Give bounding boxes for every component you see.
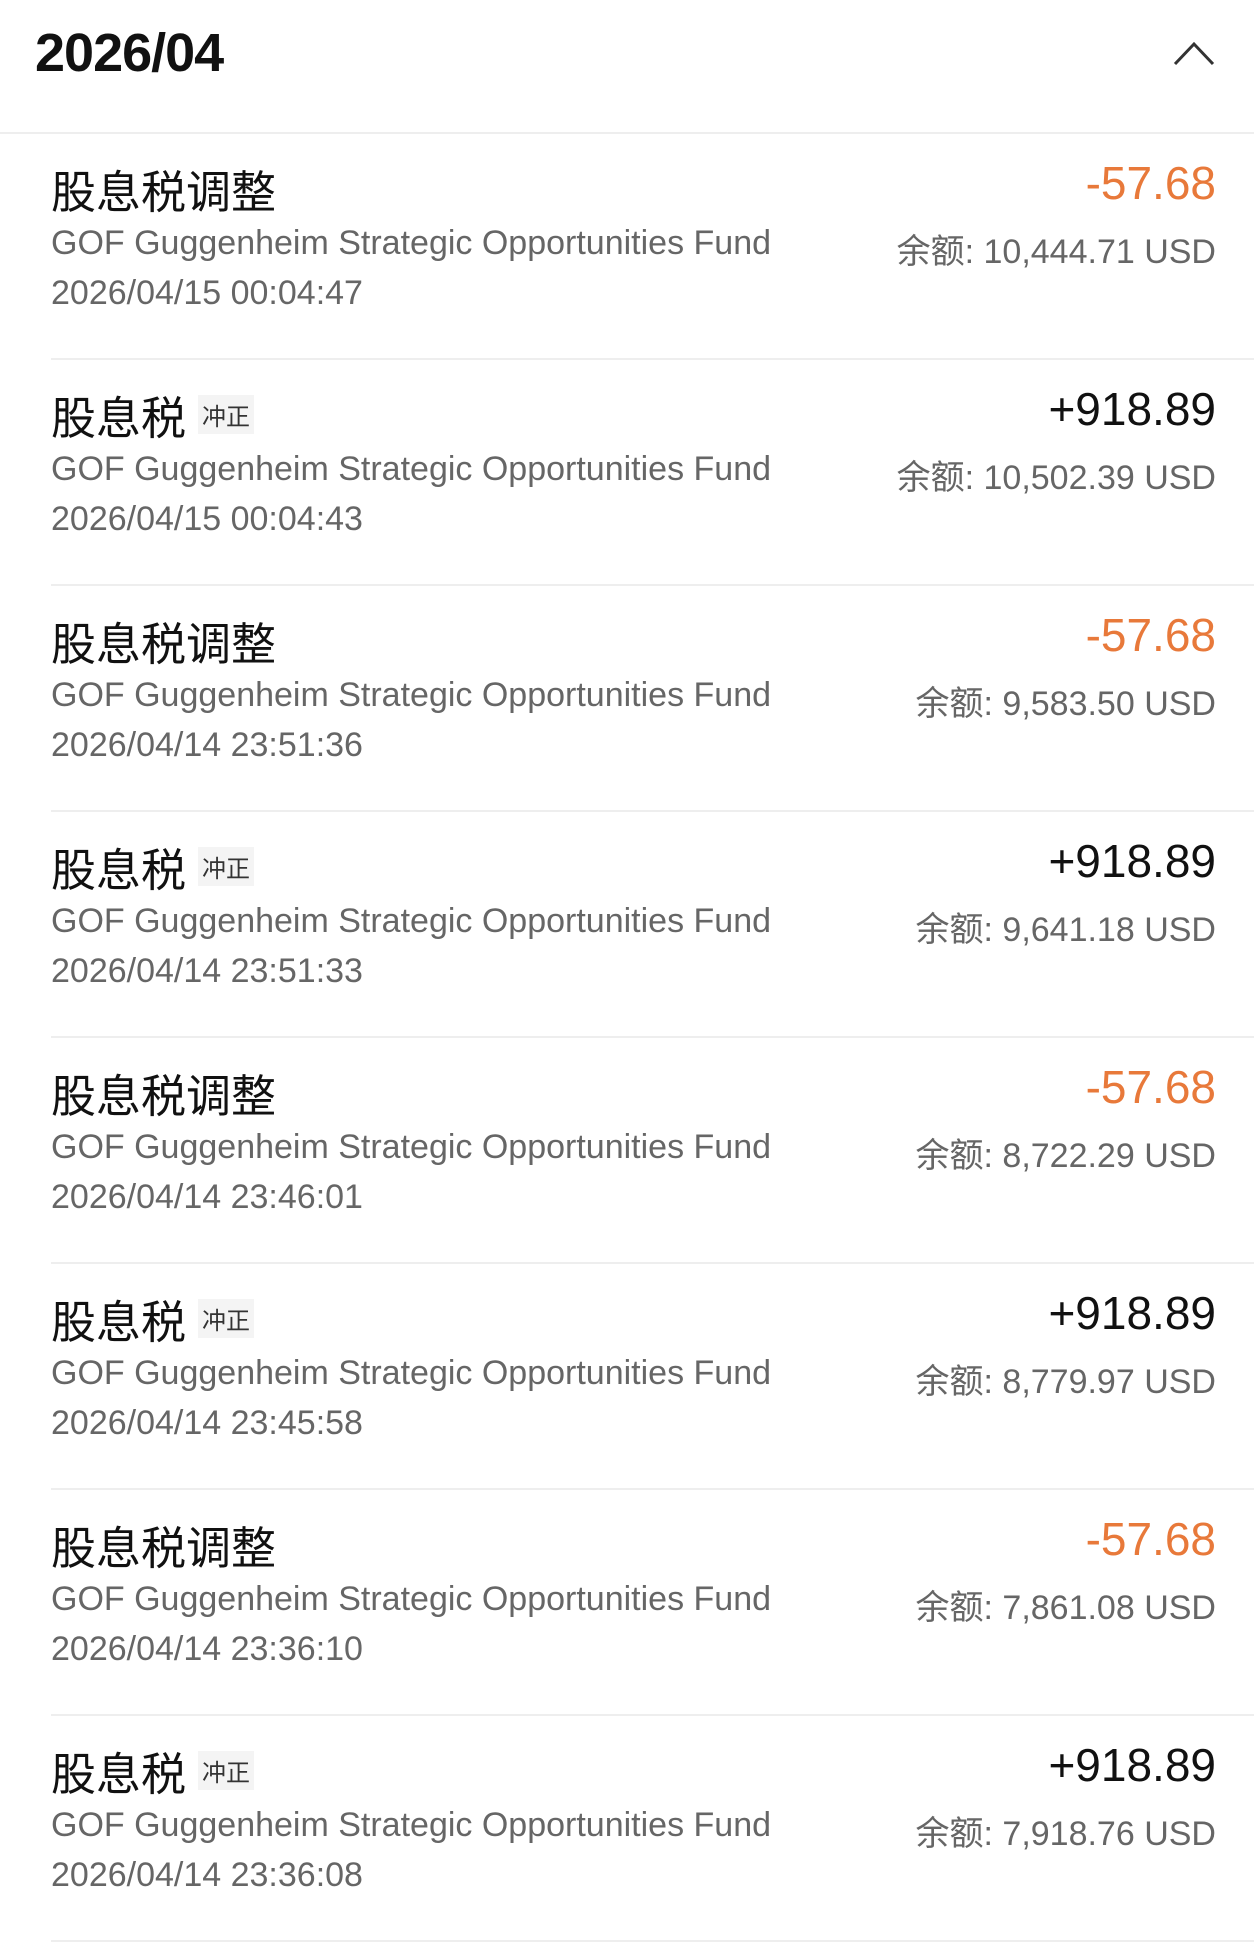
fund-name: GOF Guggenheim Strategic Opportunities F… xyxy=(51,450,772,488)
balance: 余额: 8,779.97 USD xyxy=(915,1363,1216,1401)
transaction-title: 股息税调整 xyxy=(51,1060,276,1125)
transaction-amount: -57.68 xyxy=(1085,1513,1216,1565)
transaction-row[interactable]: 股息税 冲正 GOF Guggenheim Strategic Opportuni… xyxy=(51,1716,1254,1942)
transaction-time: 2026/04/14 23:36:10 xyxy=(51,1630,363,1668)
month-title: 2026/04 xyxy=(35,23,224,83)
transaction-row[interactable]: 股息税调整 GOF Guggenheim Strategic Opportuni… xyxy=(51,134,1254,360)
transaction-row[interactable]: 股息税调整 GOF Guggenheim Strategic Opportuni… xyxy=(51,1038,1254,1264)
transaction-amount: +918.89 xyxy=(1048,1287,1216,1339)
transaction-row[interactable]: 股息税 冲正 GOF Guggenheim Strategic Opportuni… xyxy=(51,1264,1254,1490)
transaction-title: 股息税 冲正 xyxy=(51,382,255,447)
reversal-tag: 冲正 xyxy=(198,847,255,886)
fund-name: GOF Guggenheim Strategic Opportunities F… xyxy=(51,676,772,714)
transaction-amount: +918.89 xyxy=(1048,835,1216,887)
transaction-list: 股息税调整 GOF Guggenheim Strategic Opportuni… xyxy=(0,134,1254,1942)
month-header[interactable]: 2026/04 xyxy=(0,0,1254,134)
transaction-amount: -57.68 xyxy=(1085,609,1216,661)
transaction-time: 2026/04/14 23:46:01 xyxy=(51,1178,363,1216)
transaction-type: 股息税调整 xyxy=(51,619,277,670)
transaction-time: 2026/04/14 23:45:58 xyxy=(51,1404,363,1442)
transaction-title: 股息税 冲正 xyxy=(51,1286,255,1351)
fund-name: GOF Guggenheim Strategic Opportunities F… xyxy=(51,902,772,940)
transaction-time: 2026/04/15 00:04:43 xyxy=(51,500,363,538)
transaction-title: 股息税调整 xyxy=(51,1512,276,1577)
chevron-up-icon[interactable] xyxy=(1172,38,1216,68)
fund-name: GOF Guggenheim Strategic Opportunities F… xyxy=(51,1354,772,1392)
transaction-time: 2026/04/14 23:51:33 xyxy=(51,952,363,990)
fund-name: GOF Guggenheim Strategic Opportunities F… xyxy=(51,1580,772,1618)
transaction-title: 股息税 冲正 xyxy=(51,1738,255,1803)
reversal-tag: 冲正 xyxy=(198,395,255,434)
transaction-amount: +918.89 xyxy=(1048,383,1216,435)
transaction-type: 股息税 xyxy=(51,1297,187,1348)
fund-name: GOF Guggenheim Strategic Opportunities F… xyxy=(51,224,772,262)
transaction-row[interactable]: 股息税 冲正 GOF Guggenheim Strategic Opportuni… xyxy=(51,812,1254,1038)
transaction-time: 2026/04/15 00:04:47 xyxy=(51,274,363,312)
transaction-type: 股息税 xyxy=(51,393,187,444)
balance: 余额: 10,444.71 USD xyxy=(896,233,1216,271)
balance: 余额: 9,583.50 USD xyxy=(915,685,1216,723)
transaction-amount: -57.68 xyxy=(1085,157,1216,209)
reversal-tag: 冲正 xyxy=(198,1299,255,1338)
transaction-time: 2026/04/14 23:51:36 xyxy=(51,726,363,764)
balance: 余额: 8,722.29 USD xyxy=(915,1137,1216,1175)
reversal-tag: 冲正 xyxy=(198,1751,255,1790)
transaction-title: 股息税调整 xyxy=(51,608,276,673)
fund-name: GOF Guggenheim Strategic Opportunities F… xyxy=(51,1128,772,1166)
transaction-type: 股息税 xyxy=(51,845,187,896)
transaction-row[interactable]: 股息税调整 GOF Guggenheim Strategic Opportuni… xyxy=(51,586,1254,812)
transaction-row[interactable]: 股息税 冲正 GOF Guggenheim Strategic Opportuni… xyxy=(51,360,1254,586)
balance: 余额: 7,918.76 USD xyxy=(915,1815,1216,1853)
transaction-type: 股息税调整 xyxy=(51,167,277,218)
transaction-type: 股息税调整 xyxy=(51,1523,277,1574)
balance: 余额: 7,861.08 USD xyxy=(915,1589,1216,1627)
transaction-time: 2026/04/14 23:36:08 xyxy=(51,1856,363,1894)
transaction-title: 股息税调整 xyxy=(51,156,276,221)
transaction-row[interactable]: 股息税调整 GOF Guggenheim Strategic Opportuni… xyxy=(51,1490,1254,1716)
balance: 余额: 10,502.39 USD xyxy=(896,459,1216,497)
transaction-amount: -57.68 xyxy=(1085,1061,1216,1113)
balance: 余额: 9,641.18 USD xyxy=(915,911,1216,949)
fund-name: GOF Guggenheim Strategic Opportunities F… xyxy=(51,1806,772,1844)
transaction-type: 股息税 xyxy=(51,1749,187,1800)
transaction-title: 股息税 冲正 xyxy=(51,834,255,899)
transaction-amount: +918.89 xyxy=(1048,1739,1216,1791)
transaction-type: 股息税调整 xyxy=(51,1071,277,1122)
